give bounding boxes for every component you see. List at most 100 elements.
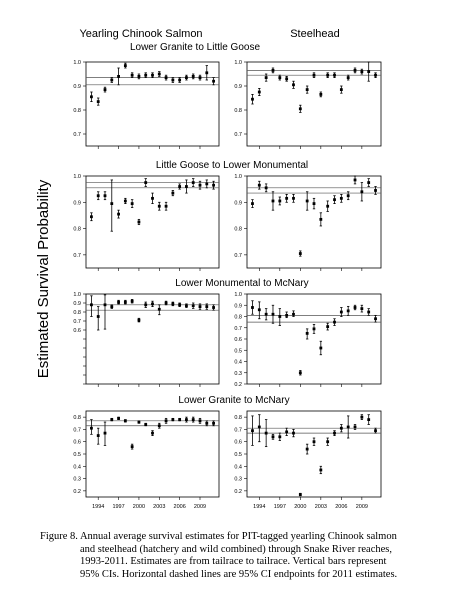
data-point [191, 178, 195, 187]
point-marker [130, 445, 134, 449]
point-marker [339, 310, 343, 314]
data-point [257, 180, 261, 190]
point-marker [185, 418, 188, 421]
data-point [110, 179, 114, 232]
y-tick-label: 0.4 [234, 464, 242, 470]
column-title-steelhead: Steelhead [290, 28, 340, 40]
point-marker [333, 431, 336, 435]
point-marker [151, 302, 154, 306]
point-marker [171, 78, 175, 82]
point-marker [319, 346, 323, 350]
data-point [144, 422, 148, 427]
x-tick-label: 2000 [294, 504, 306, 510]
point-marker [319, 93, 323, 96]
data-point [137, 218, 141, 226]
point-marker [374, 189, 377, 192]
point-marker [271, 69, 275, 72]
data-point [157, 304, 161, 316]
point-marker [367, 310, 371, 314]
point-marker [367, 70, 371, 73]
point-marker [257, 425, 261, 429]
data-point [90, 295, 93, 317]
data-point [117, 299, 120, 305]
data-point [198, 180, 202, 190]
point-marker [312, 202, 316, 205]
point-marker [191, 304, 195, 308]
y-tick-label: 0.7 [234, 326, 242, 332]
data-point [171, 190, 175, 197]
data-point [271, 191, 275, 211]
point-marker [319, 468, 323, 472]
data-point [212, 304, 215, 311]
point-marker [110, 418, 114, 421]
y-tick-label: 1.0 [234, 174, 242, 180]
panel-chinook: 0.6 0.7 0.8 0.9 1.0 [73, 292, 220, 387]
point-marker [346, 309, 350, 313]
data-point [333, 195, 336, 205]
plot-frame [85, 410, 220, 498]
caption-line-4: 95% CIs. Horizontal dashed lines are 95%… [80, 568, 398, 580]
reach-title: Little Goose to Lower Monumental [156, 160, 308, 171]
data-point [164, 201, 168, 211]
data-point [346, 415, 350, 439]
data-point [191, 302, 195, 309]
point-marker [278, 199, 282, 203]
data-point [305, 328, 309, 340]
point-marker [271, 312, 275, 316]
y-tick-label: 0.9 [234, 200, 242, 206]
data-point [251, 199, 254, 208]
data-point [312, 197, 316, 210]
point-marker [374, 73, 377, 77]
data-point [326, 322, 330, 331]
data-point [278, 196, 282, 206]
data-point [353, 424, 357, 430]
data-point [374, 72, 377, 78]
point-marker [333, 73, 336, 77]
point-marker [298, 107, 302, 111]
point-marker [110, 305, 114, 308]
data-point [130, 298, 134, 304]
point-marker [137, 75, 141, 78]
point-marker [191, 181, 195, 184]
point-marker [346, 194, 350, 198]
point-marker [339, 88, 343, 91]
point-marker [257, 183, 261, 187]
y-tick-label: 1.0 [73, 174, 81, 180]
point-marker [90, 215, 93, 219]
point-marker [257, 308, 261, 312]
y-tick-label: 0.8 [73, 310, 81, 316]
point-marker [205, 421, 209, 425]
data-point [257, 414, 261, 443]
point-marker [164, 301, 168, 305]
data-point [326, 72, 330, 78]
point-marker [123, 64, 127, 67]
y-tick-label: 0.4 [234, 360, 242, 366]
data-point [319, 91, 323, 98]
point-marker [326, 440, 330, 444]
data-point [271, 433, 275, 440]
data-point [285, 193, 289, 203]
y-tick-label: 0.6 [73, 328, 81, 334]
point-marker [144, 181, 148, 184]
data-point [292, 310, 295, 317]
data-point [353, 304, 357, 311]
x-tick-label: 1994 [92, 504, 104, 510]
point-marker [326, 325, 330, 329]
point-marker [264, 76, 268, 79]
y-tick-label: 1.0 [234, 60, 242, 66]
data-point [185, 303, 188, 308]
point-marker [103, 303, 107, 307]
point-marker [212, 79, 215, 83]
x-tick-label: 1994 [253, 504, 265, 510]
point-marker [103, 88, 107, 91]
point-marker [117, 212, 120, 216]
panel-steelhead: 0.2 0.3 0.4 0.5 0.6 0.7 0.8 1994 1997 2000 2003 200… [234, 410, 382, 510]
point-marker [333, 320, 336, 324]
y-tick-label: 1.0 [234, 292, 242, 298]
point-marker [157, 72, 161, 76]
reach-title: Lower Monumental to McNary [175, 278, 308, 289]
point-marker [339, 196, 343, 200]
data-point [298, 370, 302, 376]
data-point [90, 419, 93, 435]
